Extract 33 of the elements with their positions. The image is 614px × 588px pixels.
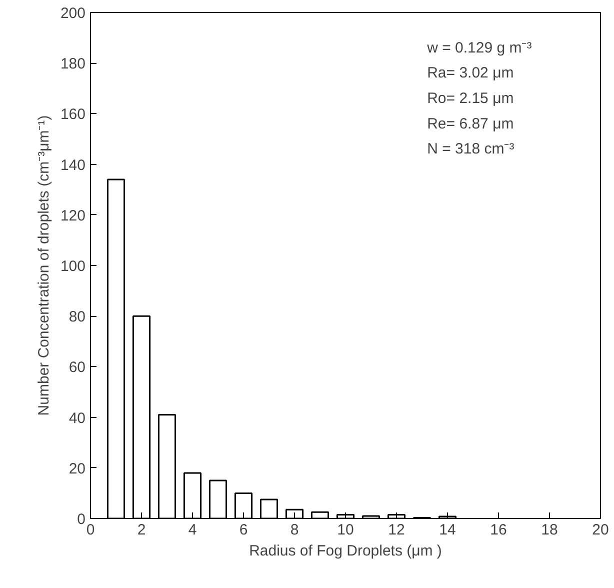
x-tick-label: 4 [188,522,197,538]
x-tick-label: 2 [137,522,146,538]
annotation: Re= 6.87 μm [427,115,514,132]
bar [208,480,228,518]
x-tick-label: 8 [290,522,299,538]
x-tick-label: 16 [490,522,507,538]
y-tick-label: 80 [68,308,86,326]
x-axis-title: Radius of Fog Droplets (μm ) [249,542,442,560]
x-tick-label: 12 [388,522,405,538]
y-axis-title: Number Concentration of droplets (cm⁻³μm⁻¹) [35,115,52,416]
annotation: N = 318 cm⁻³ [427,140,514,158]
y-tick-label: 160 [60,106,86,124]
x-tick-label: 14 [439,522,456,538]
y-tick-label: 60 [68,359,86,376]
y-tick-label: 0 [77,511,86,528]
y-tick-label: 140 [60,156,86,174]
annotation: Ro= 2.15 μm [427,90,514,108]
x-tick-label: 20 [592,522,609,538]
bar [260,498,278,518]
bar [106,178,126,518]
y-tick-label: 40 [68,410,86,427]
annotation: w = 0.129 g m⁻³ [426,39,532,56]
x-tick-label: 6 [239,522,248,538]
y-tick-label: 180 [60,56,86,73]
y-tick-label: 100 [60,258,86,275]
bar [158,414,176,518]
y-tick-label: 20 [68,460,86,478]
annotation: Ra= 3.02 μm [427,64,514,82]
y-tick-label: 120 [60,207,86,224]
bar [310,511,330,518]
x-tick-label: 18 [541,522,558,538]
y-tick-label: 200 [60,5,86,22]
x-tick-label: 10 [337,522,354,538]
